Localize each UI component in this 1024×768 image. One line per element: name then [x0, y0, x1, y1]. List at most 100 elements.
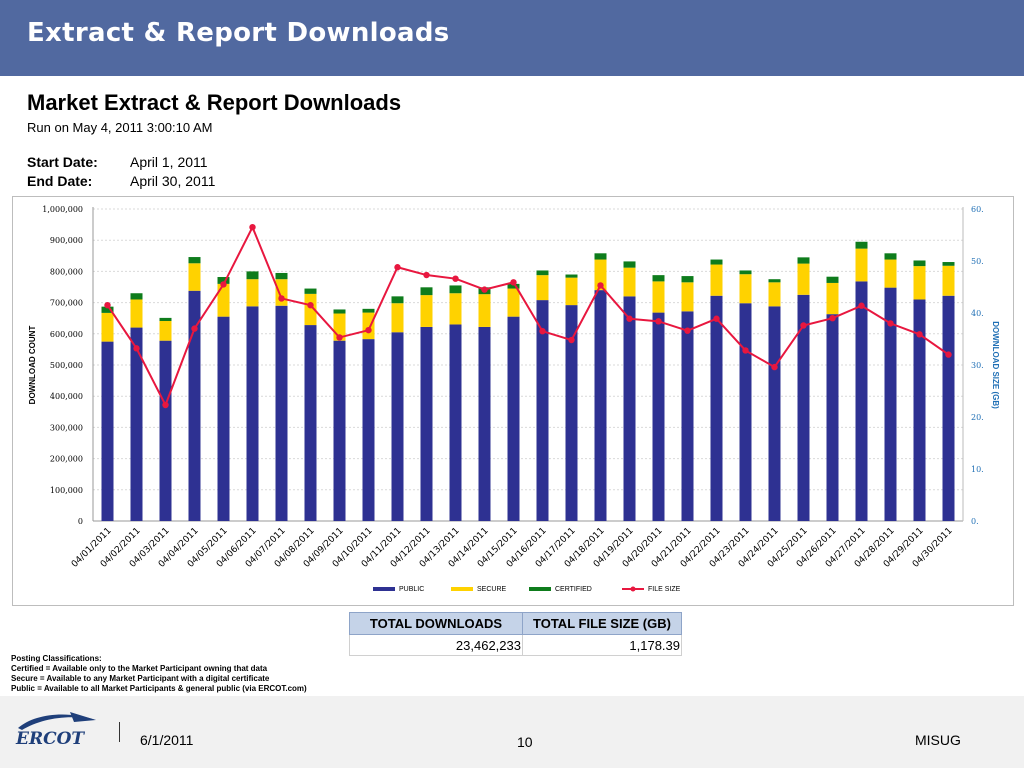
bar-secure	[246, 279, 259, 307]
totals-header-row: TOTAL DOWNLOADS TOTAL FILE SIZE (GB)	[349, 612, 682, 635]
bar-certified	[101, 306, 114, 313]
file-size-point	[539, 328, 546, 335]
download-chart: 0 100,000 200,000 300,000 400,000 500,000 600,…	[28, 205, 1000, 593]
bar-certified	[536, 270, 549, 276]
y-right-tick-label: 10.	[971, 465, 984, 474]
bar-public	[826, 314, 839, 521]
file-size-point	[510, 279, 517, 286]
file-size-point	[452, 275, 459, 282]
bar-secure	[681, 282, 694, 312]
legend-swatch-secure	[451, 587, 473, 591]
bar-certified	[275, 272, 288, 280]
bar-public	[710, 295, 723, 521]
notes-heading: Posting Classifications:	[11, 654, 102, 663]
bar-certified	[942, 262, 955, 266]
footer-org: MISUG	[915, 732, 961, 748]
bar-certified	[362, 308, 375, 313]
file-size-point	[800, 322, 807, 329]
legend-label: FILE SIZE	[648, 586, 681, 593]
legend-marker-file-size	[630, 586, 636, 592]
file-size-point	[742, 347, 749, 354]
file-size-point	[945, 351, 952, 358]
file-size-point	[887, 320, 894, 327]
y-left-tick-label: 100,000	[50, 486, 83, 495]
bar-certified	[739, 270, 752, 275]
bar-secure	[623, 267, 636, 297]
bar-public	[623, 296, 636, 521]
bar-public	[420, 326, 433, 521]
y-left-tick-label: 900,000	[50, 236, 83, 245]
legend-label: SECURE	[477, 586, 507, 593]
bar-secure	[565, 277, 578, 306]
notes-public: Public = Available to all Market Partici…	[11, 684, 307, 693]
file-size-point	[191, 325, 198, 332]
bar-public	[391, 332, 404, 521]
bar-certified	[565, 274, 578, 278]
file-size-point	[568, 336, 575, 344]
notes-secure: Secure = Available to any Market Partici…	[11, 674, 270, 683]
y-left-tick-label: 200,000	[50, 455, 83, 464]
bar-secure	[913, 266, 926, 300]
file-size-point	[916, 331, 923, 338]
bar-secure	[536, 275, 549, 301]
end-date-value: April 30, 2011	[130, 173, 216, 189]
bar-public	[449, 324, 462, 521]
total-file-size-value: 1,178.39	[522, 634, 682, 656]
y-left-tick-label: 300,000	[50, 423, 83, 432]
y-right-tick-label: 50.	[971, 257, 984, 266]
file-size-point	[626, 315, 633, 322]
bar-secure	[739, 274, 752, 304]
bar-public	[594, 290, 607, 521]
ercot-logo: ERCOT	[12, 708, 100, 749]
bar-secure	[768, 282, 781, 307]
file-size-point	[162, 401, 169, 409]
total-file-size-header: TOTAL FILE SIZE (GB)	[522, 612, 682, 635]
file-size-point	[133, 345, 140, 352]
file-size-line	[106, 224, 950, 408]
totals-table: TOTAL DOWNLOADS TOTAL FILE SIZE (GB) 23,…	[349, 612, 682, 656]
file-size-point	[655, 318, 662, 325]
y-left-tick-label: 600,000	[50, 330, 83, 339]
y-left-tick-label: 700,000	[50, 299, 83, 308]
bar-public	[536, 300, 549, 521]
logo-swoosh-icon: ERCOT	[15, 712, 96, 749]
bar-public	[565, 305, 578, 521]
bar-public	[217, 316, 230, 521]
file-size-point	[278, 295, 285, 302]
bar-public	[797, 294, 810, 521]
total-downloads-value: 23,462,233	[349, 634, 523, 656]
y-left-tick-label: 1,000,000	[42, 205, 83, 214]
y-left-tick-label: 400,000	[50, 392, 83, 401]
bar-secure	[275, 279, 288, 306]
totals-value-row: 23,462,233 1,178.39	[349, 634, 682, 656]
footer-separator	[119, 722, 120, 742]
legend-swatch-public	[373, 587, 395, 591]
bar-public	[942, 295, 955, 521]
bar-certified	[855, 241, 868, 249]
legend-swatch-certified	[529, 587, 551, 591]
bar-certified	[913, 260, 926, 267]
y-left-axis-title: DOWNLOAD COUNT	[28, 326, 37, 405]
bar-secure	[420, 295, 433, 327]
bar-certified	[304, 288, 317, 294]
bar-secure	[826, 282, 839, 315]
legend-label: PUBLIC	[399, 586, 424, 593]
file-size-point	[684, 327, 691, 334]
bar-certified	[826, 276, 839, 283]
bar-certified	[507, 283, 520, 289]
file-size-point	[104, 302, 111, 309]
bar-secure	[507, 288, 520, 317]
bar-public	[739, 303, 752, 521]
bar-secure	[159, 321, 172, 341]
bar-certified	[449, 285, 462, 294]
y-right-tick-label: 40.	[971, 309, 984, 318]
file-size-point	[394, 264, 401, 271]
bar-public	[362, 339, 375, 521]
start-date-label: Start Date:	[27, 154, 98, 170]
logo-text: ERCOT	[15, 729, 85, 748]
file-size-point	[307, 302, 314, 309]
bar-certified	[217, 277, 230, 284]
bar-secure	[217, 283, 230, 317]
bar-secure	[101, 312, 114, 342]
y-left-tick-label: 0	[78, 517, 83, 526]
